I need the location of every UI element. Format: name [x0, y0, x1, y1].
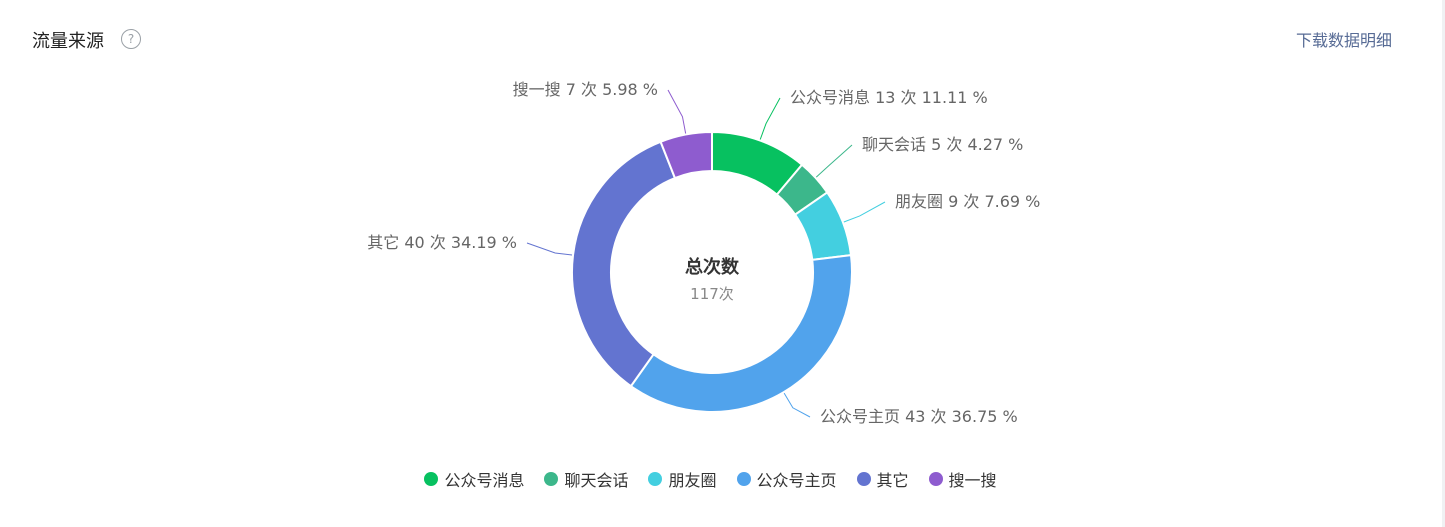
slice-5[interactable]	[659, 130, 713, 180]
chart-legend: 公众号消息 聊天会话 朋友圈 公众号主页 其它 搜一搜	[0, 467, 1421, 491]
slice-label-5: 搜一搜 7 次 5.98 %	[513, 80, 658, 99]
slice-label-3: 公众号主页 43 次 36.75 %	[820, 407, 1018, 426]
center-value: 117次	[690, 285, 734, 303]
slice-label-4: 其它 40 次 34.19 %	[367, 233, 517, 252]
slice-label-2: 朋友圈 9 次 7.69 %	[895, 192, 1040, 211]
scrollbar-track	[1442, 0, 1445, 527]
legend-dot-icon	[856, 472, 871, 486]
legend-dot-icon	[928, 472, 943, 486]
legend-dot-icon	[736, 472, 751, 486]
legend-dot-icon	[424, 472, 439, 486]
slice-label-0: 公众号消息 13 次 11.11 %	[790, 88, 988, 107]
slice-3[interactable]	[629, 254, 853, 413]
legend-item-4[interactable]: 其它	[856, 467, 909, 491]
panel-title: 流量来源	[32, 31, 104, 52]
leader-line-5	[667, 89, 687, 134]
slice-4[interactable]	[571, 140, 677, 388]
legend-dot-icon	[544, 472, 559, 486]
leader-line-4	[526, 242, 573, 256]
download-details-link[interactable]: 下载数据明细	[1295, 31, 1392, 50]
legend-item-0[interactable]: 公众号消息	[424, 467, 524, 491]
legend-label: 朋友圈	[668, 471, 717, 490]
legend-item-5[interactable]: 搜一搜	[928, 467, 997, 491]
center-title: 总次数	[685, 256, 740, 278]
slice-label-1: 聊天会话 5 次 4.27 %	[862, 135, 1023, 154]
question-circle-icon[interactable]: ?	[121, 29, 141, 49]
legend-item-3[interactable]: 公众号主页	[736, 467, 837, 491]
leader-line-3	[783, 392, 811, 418]
leader-line-0	[759, 97, 781, 140]
legend-dot-icon	[648, 472, 663, 486]
legend-label: 搜一搜	[948, 471, 997, 490]
legend-label: 公众号消息	[444, 471, 525, 490]
legend-item-1[interactable]: 聊天会话	[544, 467, 628, 491]
legend-label: 其它	[876, 471, 909, 490]
legend-label: 公众号主页	[756, 471, 837, 490]
legend-item-2[interactable]: 朋友圈	[648, 467, 717, 491]
leader-line-1	[815, 144, 853, 178]
leader-line-2	[843, 201, 886, 223]
legend-label: 聊天会话	[564, 471, 629, 490]
